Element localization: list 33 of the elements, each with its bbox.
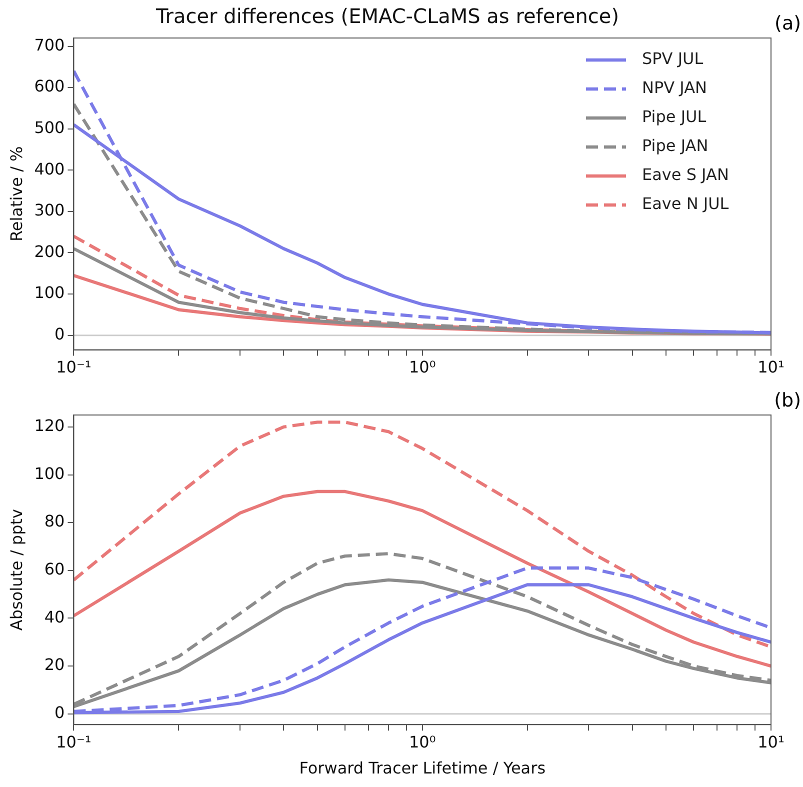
y-tick-label: 100	[34, 464, 65, 483]
legend-label: Eave S JAN	[642, 165, 729, 184]
y-tick-label: 200	[34, 242, 65, 261]
x-tick-label: 10¹	[758, 732, 784, 752]
y-tick-label: 0	[54, 703, 65, 722]
y-axis-title: Absolute / pptv	[6, 509, 26, 631]
y-tick-label: 400	[34, 159, 65, 178]
y-tick-label: 80	[44, 512, 65, 531]
text: (b)	[774, 389, 801, 412]
y-axis-title: Relative / %	[6, 146, 26, 242]
y-tick-label: 300	[34, 200, 65, 220]
x-tick-label: 10⁻¹	[56, 358, 92, 377]
y-tick-label: 500	[34, 118, 65, 138]
text: (a)	[774, 12, 801, 34]
legend-label: Pipe JAN	[642, 136, 708, 156]
y-tick-label: 40	[44, 607, 65, 626]
legend-label: Pipe JUL	[642, 107, 706, 126]
legend-label: SPV JUL	[642, 49, 704, 68]
y-tick-label: 600	[34, 76, 65, 96]
x-axis-title: Forward Tracer Lifetime / Years	[299, 758, 546, 778]
y-tick-label: 100	[34, 283, 65, 302]
x-tick-label: 10¹	[758, 358, 784, 377]
x-tick-label: 10⁰	[408, 732, 436, 752]
y-tick-label: 700	[34, 35, 65, 54]
y-tick-label: 0	[54, 324, 65, 344]
chart-title: Tracer differences (EMAC-CLaMS as reference)	[154, 4, 620, 28]
y-tick-label: 60	[44, 560, 65, 579]
y-tick-label: 120	[34, 416, 65, 436]
legend-label: NPV JAN	[642, 78, 707, 98]
x-tick-label: 10⁰	[408, 358, 436, 377]
y-tick-label: 20	[44, 655, 65, 674]
x-tick-label: 10⁻¹	[56, 732, 92, 752]
legend-label: Eave N JUL	[642, 194, 729, 214]
